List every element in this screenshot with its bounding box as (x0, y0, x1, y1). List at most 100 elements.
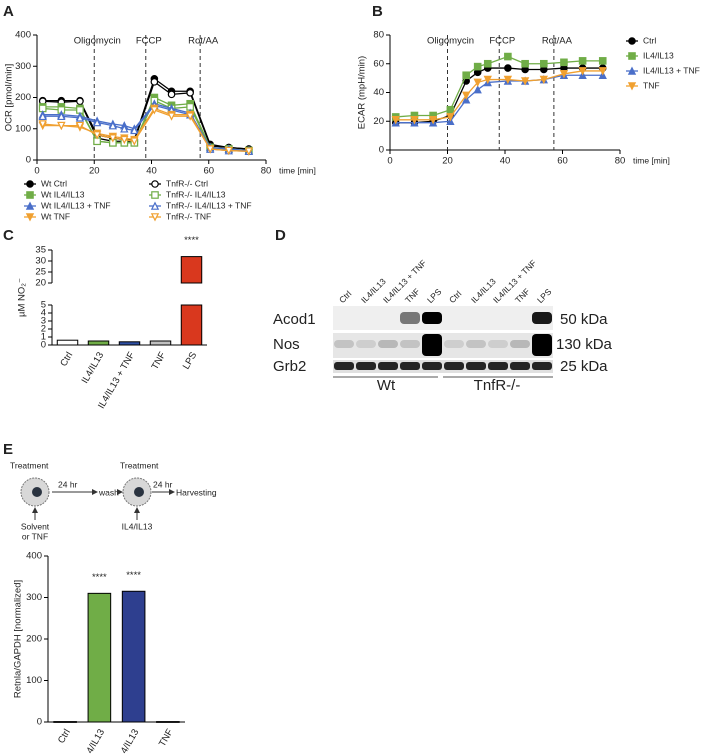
legend-marker (150, 213, 160, 222)
marker (598, 67, 607, 76)
bar (87, 592, 112, 723)
duration-label: 24 hr (153, 479, 173, 489)
marker (473, 62, 482, 71)
marker (391, 116, 400, 125)
legend-marker (627, 66, 637, 75)
y-tick-label: 200 (26, 634, 42, 645)
marker (539, 75, 548, 85)
y-tick-label: 5 (41, 300, 46, 311)
marker (446, 113, 455, 122)
marker (38, 120, 47, 129)
marker (150, 78, 159, 86)
legend-marker (150, 201, 160, 210)
bar (87, 340, 110, 346)
y-axis-label: Retnla/GAPDH [normalized] (13, 580, 24, 698)
x-tick-label: TNF (157, 727, 176, 749)
y-tick-label: 100 (15, 123, 31, 134)
bar (149, 340, 172, 346)
x-tick-label: 40 (500, 156, 511, 167)
legend-label: TnfR-/- TNF (166, 211, 211, 221)
band (466, 340, 486, 348)
legend-label: Wt IL4/IL13 (41, 189, 85, 199)
y-tick-label: 20 (35, 278, 46, 289)
y-tick-label: 300 (15, 61, 31, 72)
legend-label: Wt Ctrl (41, 178, 67, 188)
marker (483, 75, 492, 85)
x-tick-label: 0 (34, 166, 39, 177)
annotation-label: FCCP (136, 36, 162, 47)
marker (108, 134, 118, 143)
bar (56, 339, 79, 346)
band (422, 334, 442, 356)
legend-marker (628, 37, 636, 45)
legend-marker (25, 213, 35, 222)
band (422, 312, 442, 324)
y-axis-label: ECAR (mpH/min) (357, 56, 368, 129)
lane-label: LPS (535, 286, 554, 305)
x-tick-label: 60 (203, 166, 214, 177)
step-label: Treatment (10, 460, 49, 470)
annotation-label: Oligomycin (427, 36, 474, 47)
marker (473, 78, 482, 87)
panel-label: D (275, 227, 286, 244)
legend-label: IL4/IL13 + TNF (643, 65, 700, 75)
duration-label: 24 hr (58, 479, 78, 489)
band (466, 362, 486, 370)
marker (224, 146, 233, 156)
y-tick-label: 3 (41, 316, 46, 327)
band (378, 362, 398, 370)
legend-label: TNF (643, 80, 660, 90)
x-tick-label: LPS (181, 350, 200, 371)
marker (120, 124, 129, 133)
marker (75, 113, 85, 122)
y-tick-label: 35 (35, 245, 46, 256)
legend-label: Ctrl (643, 35, 656, 45)
input-label: IL4/IL13 (122, 521, 153, 531)
annotation-label: Rot/AA (188, 36, 219, 47)
marker (598, 57, 607, 65)
significance-label: **** (184, 235, 199, 246)
marker (504, 52, 512, 61)
input-label: Solvent (21, 521, 50, 531)
marker (578, 67, 587, 76)
legend-label: TnfR-/- Ctrl (166, 178, 208, 188)
marker (186, 89, 194, 97)
marker (446, 105, 455, 114)
x-tick-label: IL4/IL13 (80, 350, 107, 385)
band (532, 362, 552, 370)
band (444, 362, 464, 370)
marker (473, 85, 482, 94)
marker (167, 90, 176, 99)
lane-label: TNF (513, 286, 532, 305)
band (444, 340, 464, 348)
marker (578, 57, 587, 65)
marker (244, 147, 253, 156)
bar (180, 256, 203, 284)
y-tick-label: 100 (26, 675, 42, 686)
marker (75, 121, 85, 131)
y-tick-label: 0 (37, 717, 42, 728)
y-tick-label: 400 (15, 30, 31, 41)
legend-marker (25, 201, 35, 210)
marker (150, 106, 159, 115)
y-tick-label: 30 (35, 256, 46, 267)
y-tick-label: 2 (41, 324, 46, 335)
nucleus-icon (32, 487, 42, 497)
marker (520, 77, 530, 86)
marker (130, 125, 139, 135)
marker (560, 58, 568, 67)
y-axis-label: OCR [pmol/min] (4, 64, 15, 132)
band (400, 340, 420, 348)
x-tick-label: 20 (89, 166, 100, 177)
lane-label: TNF (403, 286, 422, 305)
bar (53, 721, 77, 723)
group-label: TnfR-/- (474, 377, 521, 394)
panel-label: B (372, 3, 383, 20)
protein-label: Grb2 (273, 358, 306, 375)
marker (76, 97, 84, 106)
band (400, 312, 420, 324)
bar (118, 341, 141, 346)
marker (206, 145, 215, 154)
legend-label: TnfR-/- IL4/IL13 (166, 189, 226, 199)
legend-label: TnfR-/- IL4/IL13 + TNF (166, 200, 252, 210)
